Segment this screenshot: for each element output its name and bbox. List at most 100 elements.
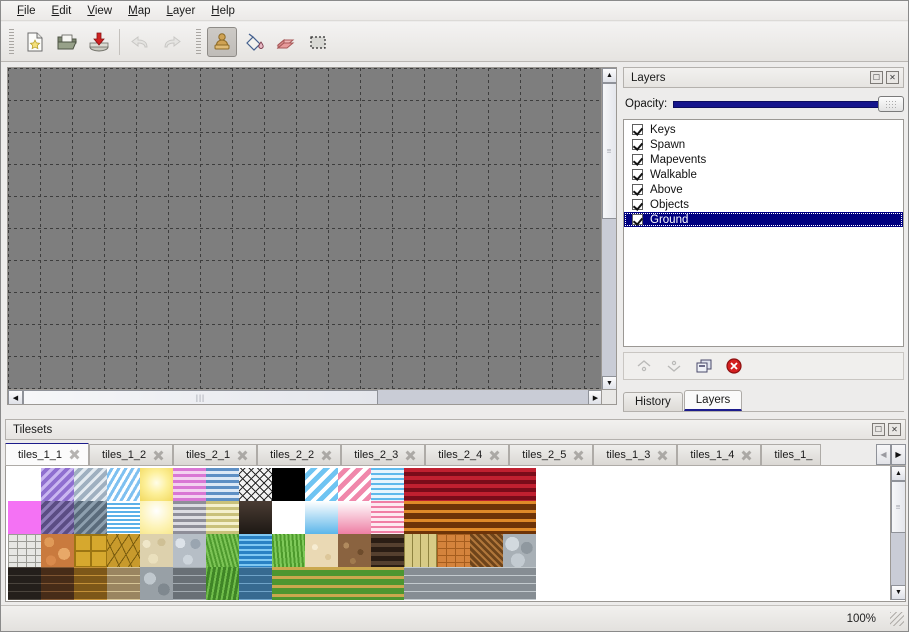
tileset-tab-close-icon[interactable]: [153, 450, 164, 461]
tile-cell[interactable]: [536, 501, 569, 534]
tileset-tab[interactable]: tiles_1_1: [5, 443, 90, 465]
map-canvas[interactable]: [8, 68, 603, 391]
opacity-slider[interactable]: [673, 96, 904, 112]
tile-cell[interactable]: [338, 501, 371, 534]
tileset-tab[interactable]: tiles_2_5: [509, 444, 594, 465]
tile-cell[interactable]: [74, 468, 107, 501]
duplicate-layer-button[interactable]: [694, 356, 714, 376]
toolbar-drag-handle-2[interactable]: [194, 28, 203, 55]
tileset-tab[interactable]: tiles_2_4: [425, 444, 510, 465]
tile-cell[interactable]: [239, 567, 272, 600]
tile-cell[interactable]: [470, 534, 503, 567]
tile-cell[interactable]: [305, 501, 338, 534]
tile-cell[interactable]: [173, 567, 206, 600]
tile-cell[interactable]: [437, 501, 470, 534]
tile-cell[interactable]: [74, 501, 107, 534]
tile-cell[interactable]: [371, 534, 404, 567]
tile-cell[interactable]: [338, 567, 371, 600]
layer-visibility-checkbox[interactable]: [632, 169, 643, 180]
tile-cell[interactable]: [140, 567, 173, 600]
tileset-tab-bar[interactable]: tiles_1_1 tiles_1_2 tiles_2_1 tiles_2_2 tile…: [5, 443, 906, 466]
move-layer-up-button[interactable]: [634, 356, 654, 376]
tile-cell[interactable]: [140, 534, 173, 567]
tab-history[interactable]: History: [623, 392, 683, 411]
tile-cell[interactable]: [206, 567, 239, 600]
tile-cell[interactable]: [41, 468, 74, 501]
tileset-tab-close-icon[interactable]: [657, 450, 668, 461]
scroll-right-icon[interactable]: ▶: [891, 444, 906, 465]
tile-cell[interactable]: [305, 534, 338, 567]
tileset-tab[interactable]: tiles_1_3: [593, 444, 678, 465]
map-canvas-area[interactable]: ▲ ≡ ▼ ◀ ||| ▶: [7, 67, 617, 405]
scroll-up-button[interactable]: ▲: [602, 68, 616, 83]
stamp-tool-button[interactable]: [207, 26, 237, 57]
tileset-tab[interactable]: tiles_2_2: [257, 444, 342, 465]
tab-layers[interactable]: Layers: [683, 390, 743, 411]
tile-cell[interactable]: [305, 468, 338, 501]
layer-visibility-checkbox[interactable]: [632, 184, 643, 195]
tile-cell[interactable]: [173, 534, 206, 567]
tileset-tab-close-icon[interactable]: [741, 450, 752, 461]
tile-cell[interactable]: [272, 468, 305, 501]
tileset-scroll-up-button[interactable]: ▲: [891, 466, 905, 481]
toolbar-drag-handle[interactable]: [7, 28, 16, 55]
fill-tool-button[interactable]: [239, 27, 269, 57]
delete-layer-button[interactable]: [724, 356, 744, 376]
menu-view[interactable]: View: [87, 4, 113, 17]
tile-cell[interactable]: [74, 567, 107, 600]
tileset-tab-close-icon[interactable]: [573, 450, 584, 461]
tile-cell[interactable]: [140, 501, 173, 534]
tile-grid[interactable]: [8, 468, 569, 600]
layer-row[interactable]: Objects: [624, 197, 903, 212]
tileset-palette[interactable]: ▲ ≡ ▼: [5, 466, 906, 602]
tile-cell[interactable]: [272, 534, 305, 567]
tile-cell[interactable]: [371, 501, 404, 534]
tile-cell[interactable]: [536, 468, 569, 501]
layer-visibility-checkbox[interactable]: [632, 154, 643, 165]
tileset-tab-close-icon[interactable]: [321, 450, 332, 461]
tile-cell[interactable]: [404, 501, 437, 534]
tile-cell[interactable]: [338, 534, 371, 567]
tile-cell[interactable]: [470, 501, 503, 534]
close-panel-icon[interactable]: ✕: [888, 423, 901, 436]
menu-map[interactable]: Map: [128, 4, 151, 17]
tileset-scroll-down-button[interactable]: ▼: [891, 585, 905, 600]
new-file-button[interactable]: [20, 27, 50, 57]
tile-cell[interactable]: [8, 468, 41, 501]
map-horizontal-scrollbar[interactable]: ◀ ||| ▶: [8, 389, 603, 404]
undo-button[interactable]: [125, 27, 155, 57]
resize-grip-icon[interactable]: [890, 611, 904, 626]
tileset-tab[interactable]: tiles_1_4: [677, 444, 762, 465]
tile-cell[interactable]: [272, 567, 305, 600]
tile-cell[interactable]: [503, 468, 536, 501]
menu-layer[interactable]: Layer: [166, 4, 196, 17]
tileset-tab[interactable]: tiles_1_: [761, 444, 822, 465]
layer-row[interactable]: Ground: [624, 212, 903, 227]
menu-edit[interactable]: Edit: [51, 4, 72, 17]
tile-cell[interactable]: [8, 501, 41, 534]
tile-cell[interactable]: [173, 501, 206, 534]
tile-cell[interactable]: [305, 567, 338, 600]
map-vscroll-thumb[interactable]: ≡: [602, 83, 616, 219]
tile-cell[interactable]: [470, 468, 503, 501]
layer-visibility-checkbox[interactable]: [632, 214, 643, 225]
tile-cell[interactable]: [107, 534, 140, 567]
tile-cell[interactable]: [404, 468, 437, 501]
tile-cell[interactable]: [173, 468, 206, 501]
opacity-slider-handle[interactable]: [878, 96, 904, 112]
scroll-left-icon[interactable]: ◀: [876, 444, 891, 465]
tile-cell[interactable]: [470, 567, 503, 600]
tile-cell[interactable]: [437, 534, 470, 567]
tile-cell[interactable]: [503, 534, 536, 567]
open-file-button[interactable]: [52, 27, 82, 57]
scroll-left-button[interactable]: ◀: [8, 390, 23, 404]
tile-cell[interactable]: [536, 534, 569, 567]
layer-visibility-checkbox[interactable]: [632, 124, 643, 135]
tileset-tab[interactable]: tiles_2_3: [341, 444, 426, 465]
tile-cell[interactable]: [8, 534, 41, 567]
tile-cell[interactable]: [404, 534, 437, 567]
eraser-tool-button[interactable]: [271, 27, 301, 57]
tile-cell[interactable]: [239, 501, 272, 534]
tile-cell[interactable]: [503, 567, 536, 600]
layer-row[interactable]: Above: [624, 182, 903, 197]
